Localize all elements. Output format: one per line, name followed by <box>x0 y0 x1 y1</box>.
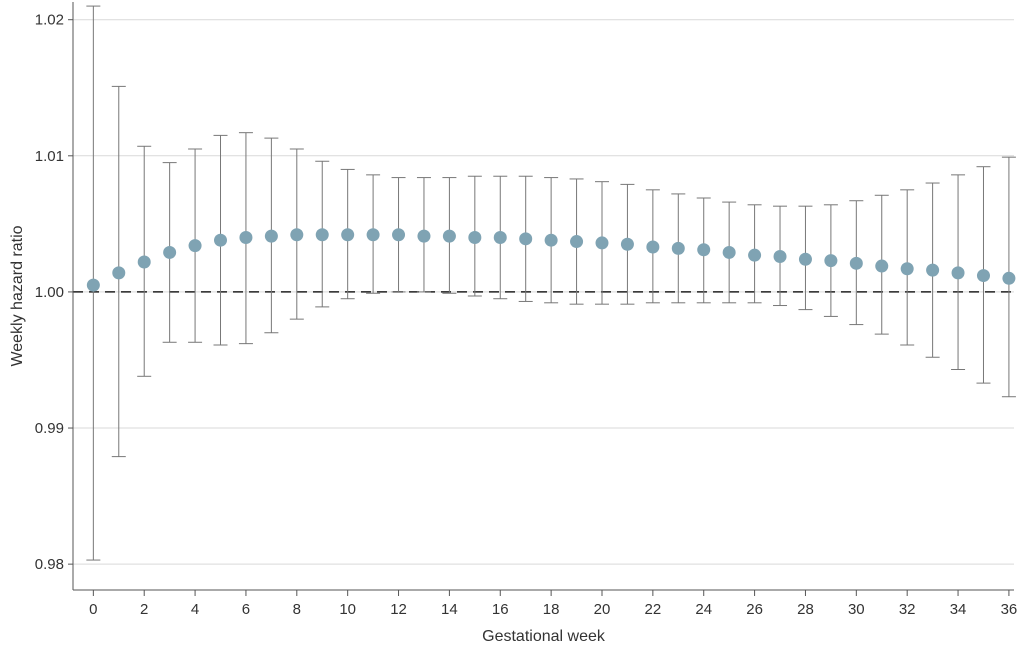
data-point <box>86 278 100 292</box>
data-point <box>926 263 940 277</box>
data-point <box>748 248 762 262</box>
data-point <box>544 233 558 247</box>
y-tick-label: 0.98 <box>35 556 64 573</box>
x-tick-label: 30 <box>848 601 865 618</box>
data-point <box>671 241 685 255</box>
x-tick-label: 18 <box>543 601 560 618</box>
data-point <box>570 235 584 249</box>
data-point <box>519 232 533 246</box>
x-tick-label: 4 <box>191 601 199 618</box>
x-tick-label: 20 <box>594 601 611 618</box>
data-point <box>264 229 278 243</box>
y-tick-label: 1.02 <box>35 12 64 29</box>
x-axis-title: Gestational week <box>482 628 606 645</box>
x-tick-label: 14 <box>441 601 458 618</box>
data-point <box>875 259 889 273</box>
data-points <box>86 228 1016 292</box>
y-axis-title: Weekly hazard ratio <box>9 225 26 366</box>
data-point <box>900 262 914 276</box>
x-tick-label: 28 <box>797 601 814 618</box>
data-point <box>646 240 660 254</box>
data-point <box>697 243 711 257</box>
x-tick-label: 36 <box>1001 601 1018 618</box>
data-point <box>773 250 787 264</box>
x-tick-label: 24 <box>695 601 712 618</box>
data-point <box>1002 271 1016 285</box>
data-point <box>290 228 304 242</box>
y-tick-label: 1.00 <box>35 284 64 301</box>
x-tick-label: 16 <box>492 601 509 618</box>
y-tick-label: 1.01 <box>35 148 64 165</box>
data-point <box>366 228 380 242</box>
data-point <box>315 228 329 242</box>
x-tick-label: 10 <box>339 601 356 618</box>
data-point <box>417 229 431 243</box>
y-tick-label: 0.99 <box>35 420 64 437</box>
x-tick-label: 12 <box>390 601 407 618</box>
data-point <box>722 245 736 259</box>
data-point <box>163 245 177 259</box>
data-point <box>214 233 228 247</box>
data-point <box>137 255 151 269</box>
data-point <box>493 230 507 244</box>
x-tick-label: 2 <box>140 601 148 618</box>
data-point <box>392 228 406 242</box>
data-point <box>442 229 456 243</box>
data-point <box>188 239 202 253</box>
x-tick-label: 6 <box>242 601 250 618</box>
x-tick-label: 22 <box>645 601 662 618</box>
error-bars <box>86 5 1016 561</box>
x-tick-label: 32 <box>899 601 916 618</box>
data-point <box>239 230 253 244</box>
data-point <box>976 269 990 283</box>
x-tick-label: 26 <box>746 601 763 618</box>
data-point <box>798 252 812 266</box>
data-point <box>341 228 355 242</box>
tick-labels: 0.980.991.001.011.020 2 4 6 8 10 12 14 16 18 20 22 2… <box>35 12 1017 618</box>
data-point <box>620 237 634 251</box>
data-point <box>849 256 863 270</box>
x-tick-label: 34 <box>950 601 967 618</box>
data-point <box>824 254 838 268</box>
x-tick-label: 0 <box>89 601 97 618</box>
data-point <box>468 230 482 244</box>
data-point <box>951 266 965 280</box>
data-point <box>112 266 126 280</box>
axes <box>68 2 1014 596</box>
data-point <box>595 236 609 250</box>
x-tick-label: 8 <box>293 601 301 618</box>
